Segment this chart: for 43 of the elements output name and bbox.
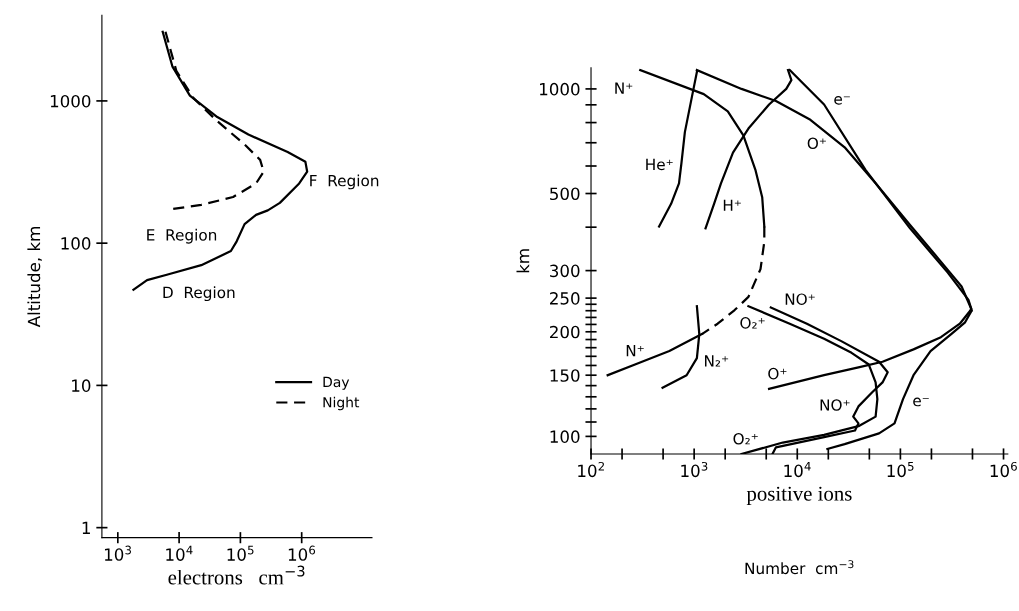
x-tick-label: 10$^{5}$ [887,462,914,478]
legend-label: Night [323,396,360,411]
series-label: N₂⁺ [705,355,729,367]
y-tick-label: 100 [61,237,91,250]
series-label: N⁺ [626,345,644,357]
y-tick-label: 200 [550,325,580,339]
series-label: N⁺ [615,82,633,94]
text: NO⁺ [785,293,815,305]
y-tick-label: 1 [82,521,90,534]
x-axis-title: electrons cm$^{−3}$ [168,565,305,585]
annotation: E Region [147,228,217,244]
series-label: e⁻ [834,95,850,105]
y-axis-title: km [516,249,530,273]
series-label: O₂⁺ [740,317,765,329]
y-tick-label: 250 [550,292,580,305]
y-tick-label: 10 [72,379,91,392]
text: e⁻ [913,397,929,407]
text: Number cm$^{−3}$ [745,560,854,575]
y-tick-label: 500 [550,187,580,201]
y-tick-label: 150 [550,369,580,382]
y-axis-title: Altitude, km [27,227,42,328]
y-tick-label: 1000 [540,82,580,96]
y-tick-label: 100 [550,430,580,443]
legend-label: Day [323,376,350,390]
series-label: O⁺ [807,137,826,149]
x-tick-label: 10$^{5}$ [227,545,254,561]
x-tick-label: 10$^{6}$ [990,461,1017,478]
y-tick-label: 1000 [50,94,91,108]
series-label: H⁺ [723,199,741,211]
x-tick-label: 10$^{2}$ [578,461,604,478]
x-tick-label: 10$^{3}$ [681,461,708,478]
series-label: He⁺ [646,158,673,171]
x-tick-label: 10$^{3}$ [104,545,131,561]
annotation: D Region [163,286,235,302]
y-tick-label: 300 [550,264,580,278]
x-tick-label: 10$^{4}$ [166,545,193,561]
x-tick-label: 10$^{6}$ [288,545,316,561]
text: O₂⁺ [733,432,758,445]
series-label: NO⁺ [820,399,850,411]
text: O⁺ [768,367,787,380]
annotation: F Region [310,174,379,190]
x-tick-label: 10$^{4}$ [784,462,811,478]
x-axis-title: positive ions [746,486,852,505]
